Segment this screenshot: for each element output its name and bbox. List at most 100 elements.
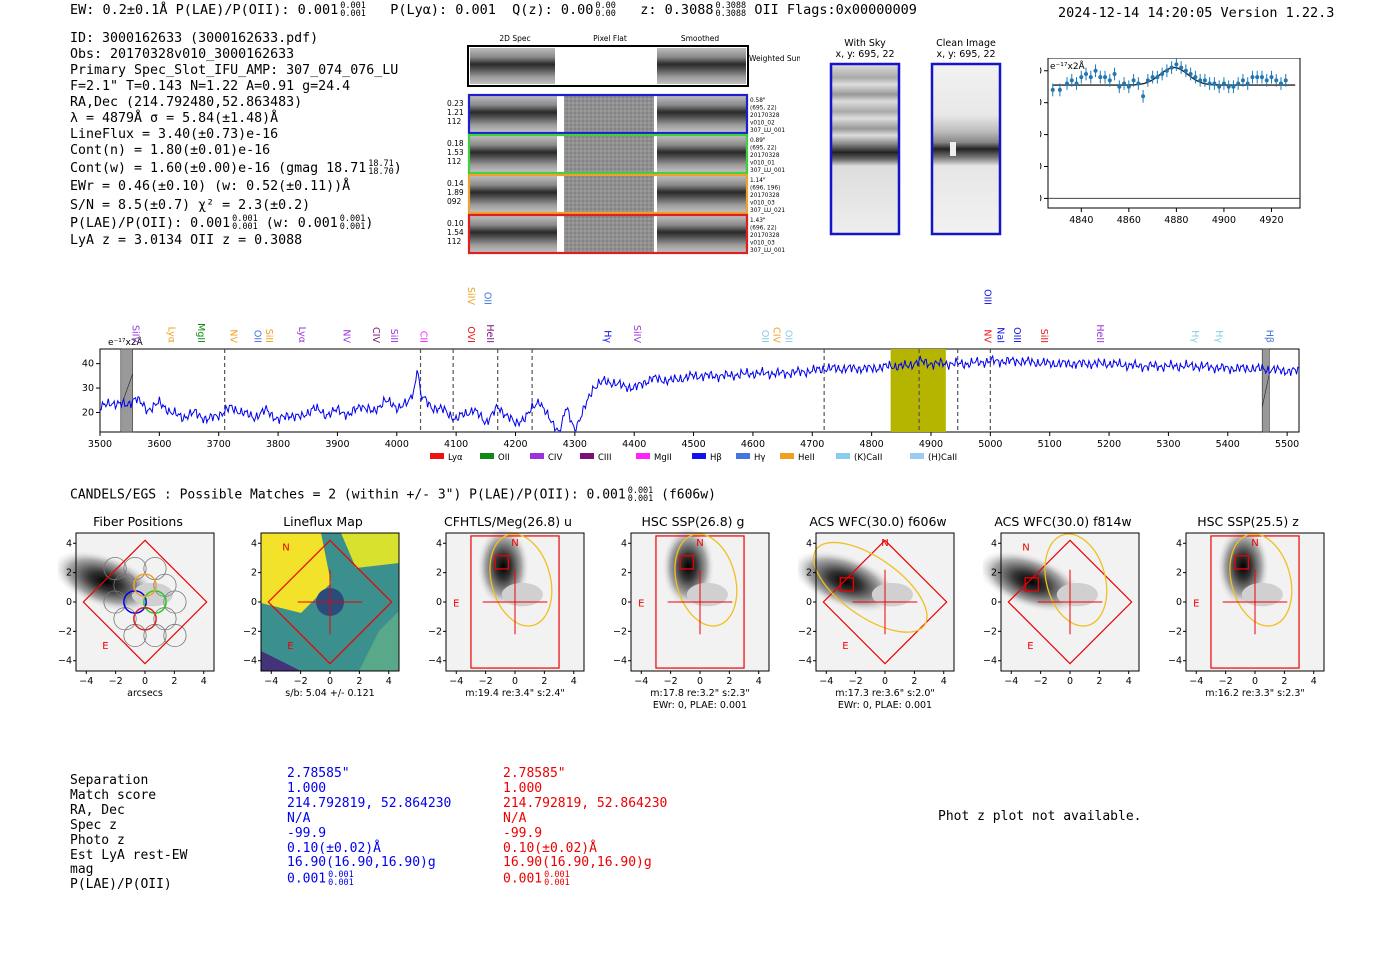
panel-xtick-label: −2 [664, 676, 678, 687]
strip-left-value: 112 [447, 117, 462, 126]
spec-line-label: OII [482, 292, 493, 305]
panel-image-1: N E −4 −4 −2 −2 0 0 2 2 4 4 s/b: 5.04 +/- 0.121 [243, 532, 400, 699]
spec-line-label: SiIV [465, 287, 476, 305]
zoom-data-point [1188, 71, 1193, 76]
panel-ytick-label: 0 [806, 597, 812, 608]
panel-ytick-label: −4 [613, 656, 627, 667]
label-est-lya: Est LyA rest-EW [70, 847, 188, 863]
zoom-data-point [1193, 75, 1198, 80]
panel-caption: arcsecs [127, 688, 163, 699]
panel-xtick-label: 2 [911, 676, 917, 687]
panel-caption: m:19.4 re:3.4" s:2.4" [465, 688, 565, 699]
blue-match-score: 1.000 [287, 780, 327, 796]
spec-legend-label: CIV [548, 453, 562, 463]
panel-ytick-label: 4 [436, 538, 442, 549]
strip-right-value: 307_LU_001 [750, 128, 785, 134]
panel-ytick-label: −2 [58, 626, 72, 637]
info-obs: Obs: 20170328v010_3000162633 [70, 47, 295, 62]
compass-n: N [511, 538, 518, 549]
zoom-data-point [1245, 81, 1250, 86]
strip-pixel-flat-2 [564, 176, 654, 212]
match-table-blue: 2.78585" 1.000 214.792819, 52.864230 N/A… [287, 766, 451, 888]
panel-ytick-label: 2 [66, 568, 72, 579]
strip-smoothed-2 [657, 176, 746, 212]
spec-legend-swatch [530, 453, 544, 459]
panel-ytick-label: 0 [621, 597, 627, 608]
zoom-data-point [1136, 81, 1141, 86]
compass-e: E [287, 641, 293, 652]
zoom-data-point [1145, 78, 1150, 83]
zoom-data-point [1231, 84, 1236, 89]
strip-right-value: 1.14" [750, 178, 766, 184]
panel-image-3: N E −4 −4 −2 −2 0 0 2 2 4 4 m:17.8 re:3.2" s:2.3"EWr… [613, 528, 770, 711]
panel-ytick-label: 2 [806, 568, 812, 579]
panel-xtick-label: −4 [1004, 676, 1018, 687]
zoom-data-point [1264, 78, 1269, 83]
spec-line-label: CIV [771, 327, 782, 343]
spec-line-label: OIII [981, 289, 992, 305]
spec-legend-label: OII [498, 453, 510, 463]
zoom-frame [1047, 58, 1301, 209]
zoom-unit-label: e⁻¹⁷x2Å [1050, 60, 1086, 72]
info-id: ID: 3000162633 (3000162633.pdf) [70, 31, 319, 46]
panel-title-1: Lineflux Map [283, 514, 363, 529]
zoom-data-point [1183, 68, 1188, 73]
panel-image-5: N E −4 −4 −2 −2 0 0 2 2 4 4 [983, 532, 1140, 687]
spec-line-label: Hβ [1263, 330, 1274, 343]
spec-legend-swatch [910, 453, 924, 459]
panel-caption-2: EWr: 0, PLAE: 0.001 [838, 700, 932, 711]
compass-e: E [1193, 598, 1199, 609]
info-block: ID: 3000162633 (3000162633.pdf) Obs: 201… [70, 31, 402, 249]
spec-unit-label: e⁻¹⁷x2Å [108, 336, 144, 348]
zoom-xtick-label: 4920 [1259, 215, 1283, 226]
compass-e: E [453, 598, 459, 609]
panel-xtick-label: −4 [819, 676, 833, 687]
panel-ytick-label: −4 [58, 656, 72, 667]
spec-xtick-label: 4300 [563, 439, 587, 450]
spec-legend-swatch [780, 453, 794, 459]
compass-n: N [881, 538, 888, 549]
spec-xtick-label: 4200 [503, 439, 527, 450]
red-spec-z: N/A [503, 810, 527, 826]
clean-image [930, 62, 1002, 236]
weighted-sum-2dspec [470, 48, 555, 84]
aperture-ellipse [489, 533, 553, 627]
footprint-box [655, 535, 745, 669]
red-separation: 2.78585" [503, 766, 566, 781]
full-spectrum-chart: 3500 3600 3700 3800 3900 4000 4100 4200 4300 4400… [82, 287, 1300, 463]
spec-ytick-label: 20 [82, 407, 94, 418]
panel-ytick-label: 0 [991, 597, 997, 608]
info-lambda: λ = 4879Å σ = 5.84(±1.48)Å [70, 111, 279, 126]
strip-left-value: 1.53 [447, 148, 464, 157]
spec-legend-label: Hβ [710, 453, 722, 463]
panel-ytick-label: −4 [1168, 656, 1182, 667]
strip-right-value: 20170328 [750, 233, 780, 239]
label-spec-z: Spec z [70, 817, 117, 833]
strip-right-value: v010_03 [750, 241, 775, 247]
zoom-ytick-label: 30 [1040, 98, 1042, 109]
zoom-data-point [1050, 87, 1055, 92]
panel-xtick-label: 0 [512, 676, 518, 687]
zoom-data-point [1274, 78, 1279, 83]
info-ewr: EWr = 0.46(±0.10) (w: 0.52(±0.11))Å [70, 179, 351, 194]
panel-xtick-label: −2 [1219, 676, 1233, 687]
panel-ytick-label: −4 [428, 656, 442, 667]
info-plae: P(LAE)/P(OII): 0.001 0.001 0.001 (w: 0.001… [70, 214, 374, 232]
info-lineflux: LineFlux = 3.40(±0.73)e-16 [70, 127, 279, 142]
spec-line-label: OII [783, 330, 794, 343]
panel-ytick-label: −4 [798, 656, 812, 667]
zoom-data-point [1164, 68, 1169, 73]
header-summary: EW: 0.2±0.1Å P(LAE)/P(OII): 0.001 0.001 0.… [70, 1, 917, 19]
zoom-data-point [1169, 65, 1174, 70]
panel-image-6: N E −4 −4 −2 −2 0 0 2 2 4 4 m:16.2 re:3.3" s:2.3" [1168, 528, 1325, 699]
panel-ytick-label: 0 [436, 597, 442, 608]
panel-image-0: E −4 −4 −2 −2 0 0 2 2 4 4 arcsecs [58, 532, 215, 699]
galaxy-blob [58, 550, 159, 613]
spec-line-label: Hγ [602, 330, 613, 343]
zoom-xtick-label: 4840 [1069, 215, 1093, 226]
match-table-labels: Separation Match score RA, Dec Spec z Ph… [70, 773, 188, 893]
spec-line-label: OIII [1011, 327, 1022, 343]
strip-left-value: 112 [447, 157, 462, 166]
zoom-data-point [1088, 75, 1093, 80]
panel-xtick-label: −4 [449, 676, 463, 687]
